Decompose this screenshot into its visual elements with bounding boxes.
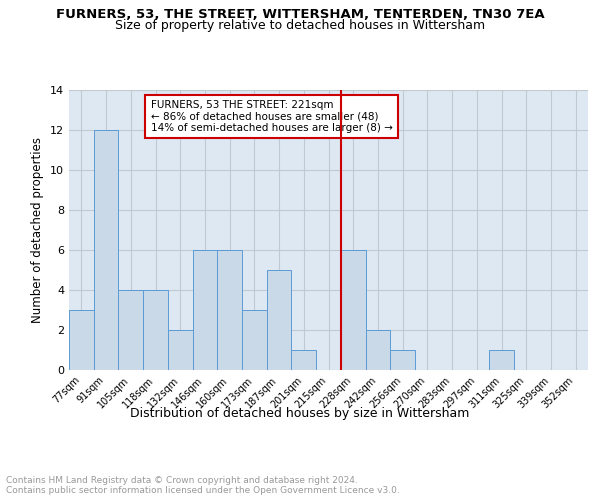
Bar <box>94 130 118 370</box>
Bar <box>143 290 168 370</box>
Bar <box>292 350 316 370</box>
Bar <box>341 250 365 370</box>
Text: Contains HM Land Registry data © Crown copyright and database right 2024.
Contai: Contains HM Land Registry data © Crown c… <box>6 476 400 495</box>
Bar <box>69 310 94 370</box>
Text: Size of property relative to detached houses in Wittersham: Size of property relative to detached ho… <box>115 19 485 32</box>
Bar <box>217 250 242 370</box>
Y-axis label: Number of detached properties: Number of detached properties <box>31 137 44 323</box>
Bar <box>193 250 217 370</box>
Bar <box>365 330 390 370</box>
Bar <box>242 310 267 370</box>
Text: FURNERS, 53 THE STREET: 221sqm
← 86% of detached houses are smaller (48)
14% of : FURNERS, 53 THE STREET: 221sqm ← 86% of … <box>151 100 392 133</box>
Bar <box>168 330 193 370</box>
Bar <box>118 290 143 370</box>
Bar <box>489 350 514 370</box>
Bar <box>267 270 292 370</box>
Bar <box>390 350 415 370</box>
Text: Distribution of detached houses by size in Wittersham: Distribution of detached houses by size … <box>130 408 470 420</box>
Text: FURNERS, 53, THE STREET, WITTERSHAM, TENTERDEN, TN30 7EA: FURNERS, 53, THE STREET, WITTERSHAM, TEN… <box>56 8 544 20</box>
